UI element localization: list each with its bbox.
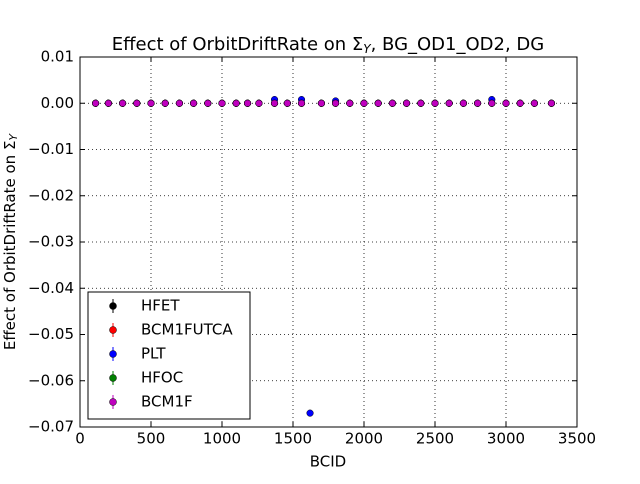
data-point xyxy=(175,99,183,107)
y-tick-label: 0.00 xyxy=(41,94,74,112)
data-point xyxy=(445,99,453,107)
data-point xyxy=(346,99,354,107)
legend-label: BCM1F xyxy=(141,393,193,411)
title-part: , BG_OD1_OD2, DG xyxy=(371,34,545,55)
data-point xyxy=(360,99,368,107)
x-tick-label: 2500 xyxy=(416,430,454,448)
data-point xyxy=(283,99,291,107)
chart-title: Effect of OrbitDriftRate on ΣY, BG_OD1_O… xyxy=(112,34,544,56)
data-point xyxy=(244,99,252,107)
y-label-subscript: Y xyxy=(7,133,20,141)
data-point xyxy=(317,99,325,107)
x-tick-label: 1000 xyxy=(203,430,241,448)
legend-marker xyxy=(109,398,117,406)
axes-frame xyxy=(79,56,578,428)
data-point xyxy=(119,99,127,107)
legend-marker xyxy=(109,302,117,310)
data-point xyxy=(530,99,538,107)
y-tick-label: −0.01 xyxy=(28,140,74,158)
legend-label: BCM1FUTCA xyxy=(141,321,233,339)
x-tick-label: 2000 xyxy=(345,430,383,448)
data-point xyxy=(190,99,198,107)
data-point xyxy=(297,99,306,107)
x-tick-label: 3500 xyxy=(558,430,596,448)
data-point xyxy=(332,99,340,107)
data-point xyxy=(474,99,482,107)
data-point xyxy=(306,409,314,417)
y-tick-label: −0.04 xyxy=(28,279,74,297)
title-part: Effect of OrbitDriftRate on Σ xyxy=(112,34,364,55)
x-axis-label: BCID xyxy=(310,453,346,471)
data-point xyxy=(232,99,240,107)
y-tick-label: −0.07 xyxy=(28,418,74,436)
data-point xyxy=(459,99,467,107)
data-point xyxy=(270,99,279,107)
legend-marker xyxy=(109,350,117,358)
data-point xyxy=(133,99,141,107)
data-point xyxy=(204,99,212,107)
legend-marker xyxy=(109,326,117,334)
y-tick-label: −0.06 xyxy=(28,371,74,389)
data-point xyxy=(516,99,524,107)
data-point xyxy=(388,99,396,107)
data-point xyxy=(92,99,100,107)
data-point xyxy=(502,99,510,107)
x-tick-label: 0 xyxy=(75,430,85,448)
data-point xyxy=(403,99,411,107)
x-tick-label: 500 xyxy=(137,430,166,448)
legend-label: PLT xyxy=(141,345,166,363)
data-point xyxy=(488,99,496,107)
legend-marker xyxy=(109,374,117,382)
data-point xyxy=(218,99,226,107)
data-point xyxy=(431,99,439,107)
y-label-part: Effect of OrbitDriftRate on Σ xyxy=(1,141,19,351)
legend-label: HFET xyxy=(141,297,180,315)
data-point xyxy=(374,99,382,107)
data-point xyxy=(104,99,112,107)
y-axis-label: Effect of OrbitDriftRate on ΣY xyxy=(1,133,21,351)
y-tick-label: 0.01 xyxy=(41,48,74,66)
data-point xyxy=(417,99,425,107)
title-subscript: Y xyxy=(363,42,372,56)
x-tick-label: 3000 xyxy=(487,430,525,448)
y-tick-label: −0.05 xyxy=(28,325,74,343)
data-point xyxy=(255,99,263,107)
data-point xyxy=(161,99,169,107)
x-tick-label: 1500 xyxy=(274,430,312,448)
y-tick-label: −0.03 xyxy=(28,233,74,251)
data-point xyxy=(147,99,155,107)
y-tick-label: −0.02 xyxy=(28,186,74,204)
legend-label: HFOC xyxy=(141,369,183,387)
data-point xyxy=(547,99,555,107)
